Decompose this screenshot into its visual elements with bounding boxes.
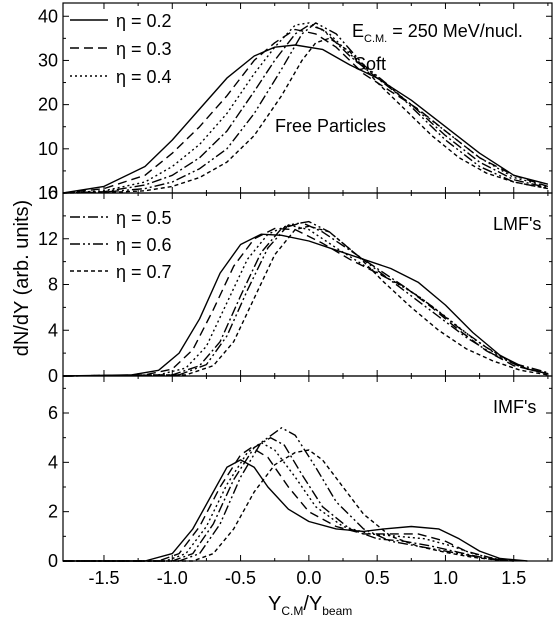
series-line-eta-0-2: [62, 233, 549, 377]
x-tick-label: 1.0: [433, 568, 458, 588]
x-axis-title-sub2: beam: [322, 604, 352, 618]
x-axis-title-base: Y: [268, 593, 281, 615]
y-tick-label: 10: [38, 139, 58, 159]
panel-1: 0 4 8 12 16: [38, 183, 553, 386]
y-tick-label: 16: [38, 183, 58, 203]
series-line-eta-0-3: [63, 446, 514, 562]
energy-label-rest: = 250 MeV/nucl.: [387, 21, 523, 41]
y-tick-label: 40: [38, 6, 58, 26]
y-tick-label: 12: [38, 229, 58, 249]
series-line-eta-0-5: [62, 24, 549, 194]
series-line-eta-0-7: [63, 449, 514, 562]
energy-label-sub: C.M.: [364, 33, 387, 45]
y-axis-title: dN/dY (arb. units): [11, 200, 33, 356]
series-line-eta-0-6: [62, 22, 549, 194]
series-line-eta-0-5: [62, 222, 549, 377]
energy-label: EC.M. = 250 MeV/nucl.: [352, 21, 523, 45]
eos-label: Soft: [354, 54, 386, 74]
y-tick-label: 0: [48, 366, 58, 386]
series-line-eta-0-4: [63, 441, 514, 562]
series-line-eta-0-6: [63, 427, 514, 562]
series-line-eta-0-2: [63, 459, 528, 562]
y-tick-label: 2: [48, 502, 58, 522]
x-axis-title-mid: /Y: [303, 593, 322, 615]
series-line-eta-0-3: [62, 28, 549, 194]
x-tick-label: 1.5: [501, 568, 526, 588]
legend-label-eta-0-7: η = 0.7: [116, 262, 172, 282]
panel-label-lmfs: LMF's: [493, 214, 541, 234]
panel-label-free-particles: Free Particles: [275, 116, 386, 136]
y-tick-label: 0: [48, 183, 58, 203]
legend-label-eta-0-2: η = 0.2: [116, 11, 172, 31]
x-tick-label: -1.5: [88, 568, 119, 588]
energy-label-base: E: [352, 21, 364, 41]
series-line-eta-0-3: [62, 227, 549, 377]
series-line-eta-0-2: [62, 44, 549, 194]
legend-label-eta-0-5: η = 0.5: [116, 208, 172, 228]
x-tick-labels: -1.5 -1.0 -0.5 0.0 0.5 1.0 1.5: [88, 568, 526, 588]
y-tick-label: 4: [48, 320, 58, 340]
x-tick-label: -0.5: [225, 568, 256, 588]
legend-middle: η = 0.5 η = 0.6 η = 0.7: [70, 208, 172, 282]
y-tick-label: 8: [48, 275, 58, 295]
legend-top: η = 0.2 η = 0.3 η = 0.4: [70, 11, 172, 87]
legend-label-eta-0-4: η = 0.4: [116, 67, 172, 87]
series-line-eta-0-5: [63, 437, 507, 562]
panel-frame: [62, 375, 553, 562]
y-tick-label: 0: [48, 551, 58, 571]
panel-2: 0 2 4 6: [48, 375, 553, 571]
y-tick-label: 6: [48, 403, 58, 423]
x-axis-title-sub1: C.M: [281, 604, 303, 618]
x-axis-title: YC.M/Ybeam: [268, 593, 352, 618]
legend-label-eta-0-6: η = 0.6: [116, 235, 172, 255]
y-tick-label: 30: [38, 50, 58, 70]
x-tick-label: 0.5: [365, 568, 390, 588]
y-tick-label: 4: [48, 452, 58, 472]
legend-label-eta-0-3: η = 0.3: [116, 39, 172, 59]
y-tick-label: 20: [38, 95, 58, 115]
panel-label-imfs: IMF's: [493, 397, 536, 417]
x-tick-label: -1.0: [157, 568, 188, 588]
x-tick-label: 0.0: [296, 568, 321, 588]
series-line-eta-0-6: [62, 220, 549, 377]
